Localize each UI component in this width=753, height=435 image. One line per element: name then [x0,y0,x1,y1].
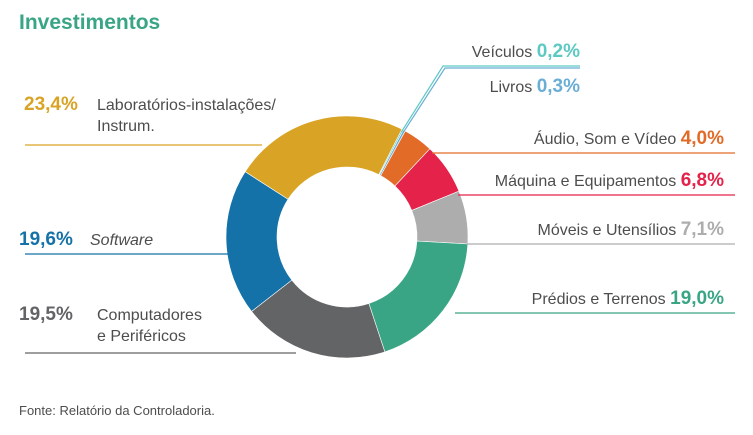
slice-label: Áudio, Som e Vídeo 4,0% [534,128,724,149]
slice-value-label: 19,5% [19,304,73,325]
slice-name-label: Livros [490,79,537,96]
slice-label: Prédios e Terrenos 19,0% [532,288,724,309]
slice-value-label: 0,3% [537,76,580,97]
leader-lines [25,65,735,354]
slice-value-label: 19,6% [19,229,73,250]
slice-prédios-e-terrenos [368,240,469,353]
slice-laboratórios-instalações-instrum- [244,115,403,200]
slice-label: Veículos 0,2% [472,41,580,62]
slice-value-label: 6,8% [681,170,724,191]
slice-value-label: 19,0% [670,288,724,309]
slice-value-label: 23,4% [24,94,78,115]
slice-label: Livros 0,3% [490,76,581,97]
slice-name-label: Computadores [97,307,202,324]
slice-value-label: 0,2% [537,41,580,62]
slice-name-label: Prédios e Terrenos [532,291,670,308]
donut-slices [225,115,469,359]
slice-value-label: 7,1% [681,219,724,240]
chart-title: Investimentos [19,11,160,34]
leader-line [402,67,580,134]
slice-name-label: Software [90,232,153,249]
slice-name-label: Laboratórios-instalações/ [97,97,276,114]
slice-value-label: 4,0% [681,128,724,149]
leader-line [400,65,580,133]
source-note: Fonte: Relatório da Controladoria. [19,403,215,418]
slice-label: Móveis e Utensílios 7,1% [538,219,725,240]
slice-label: Máquina e Equipamentos 6,8% [495,170,724,191]
slice-name-label: Áudio, Som e Vídeo [534,129,681,148]
slice-name-label: Instrum. [97,118,155,135]
slice-name-label: e Periféricos [97,328,186,345]
slice-name-label: Móveis e Utensílios [538,222,681,239]
slice-name-label: Máquina e Equipamentos [495,173,681,190]
slice-labels: Veículos 0,2%Livros 0,3%Áudio, Som e Víd… [19,41,724,345]
slice-name-label: Veículos [472,44,537,61]
